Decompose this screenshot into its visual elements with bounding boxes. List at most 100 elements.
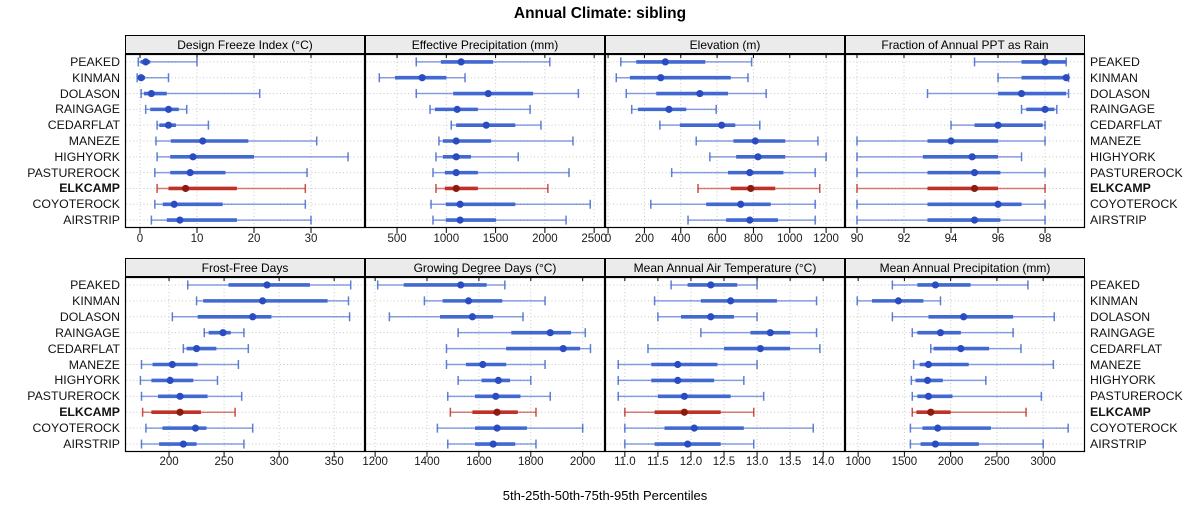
x-tick-label: 2000: [532, 233, 558, 245]
site-label-left-cedarflat: CEDARFLAT: [47, 341, 120, 356]
x-tick-label: 96: [991, 233, 1005, 245]
x-tick-label: 2500: [581, 233, 607, 245]
x-tick-label: 1400: [414, 456, 440, 468]
whisker-dolason: [171, 312, 351, 322]
whisker-raingage: [700, 328, 818, 338]
whisker-cedarflat: [450, 120, 542, 130]
whisker-pasturerock: [911, 391, 1043, 401]
whisker-coyoterock: [909, 423, 1069, 433]
whisker-raingage: [630, 104, 717, 114]
site-label-left-airstrip: AIRSTRIP: [63, 437, 120, 452]
site-label-right-highyork: HIGHYORK: [1090, 149, 1156, 164]
x-tick-label: 2000: [569, 456, 596, 468]
site-label-left-peaked: PEAKED: [70, 277, 120, 292]
panel-title: Fraction of Annual PPT as Rain: [881, 37, 1049, 52]
whisker-coyoterock: [154, 199, 307, 209]
whisker-highyork: [457, 375, 532, 385]
panel-canvas: [364, 276, 606, 457]
whisker-kinman: [195, 296, 350, 306]
whisker-highyork: [617, 375, 745, 385]
whisker-raingage: [429, 104, 531, 114]
x-axis-caption: 5th-25th-50th-75th-95th Percentiles: [502, 488, 708, 503]
whisker-coyoterock: [624, 423, 815, 433]
site-label-right-highyork: HIGHYORK: [1090, 373, 1156, 388]
whisker-dolason: [891, 312, 1056, 322]
x-tick-label: 13.0: [745, 456, 769, 468]
whisker-pasturerock: [670, 168, 816, 178]
panel-strip: Mean Annual Air Temperature (°C): [605, 258, 845, 277]
site-label-right-cedarflat: CEDARFLAT: [1090, 118, 1163, 133]
site-label-left-elkcamp: ELKCAMP: [59, 181, 120, 196]
x-tick-label: 800: [743, 233, 764, 245]
site-label-left-dolason: DOLASON: [59, 86, 120, 101]
panel-strip: Design Freeze Index (°C): [125, 35, 365, 54]
whisker-coyoterock: [856, 199, 1046, 209]
x-tick-label: 0: [604, 233, 612, 245]
site-label-right-kinman: KINMAN: [1090, 293, 1138, 308]
site-label-left-dolason: DOLASON: [59, 309, 120, 324]
site-label-right-coyoterock: COYOTEROCK: [1090, 197, 1178, 212]
whisker-highyork: [910, 375, 987, 385]
panel-title: Elevation (m): [689, 37, 761, 52]
whisker-kinman: [136, 73, 170, 83]
whisker-dolason: [657, 312, 758, 322]
x-tick-label: 20: [247, 233, 261, 245]
whisker-pasturerock: [856, 168, 1046, 178]
site-label-right-coyoterock: COYOTEROCK: [1090, 421, 1178, 436]
whisker-airstrip: [856, 215, 1046, 225]
site-label-left-cedarflat: CEDARFLAT: [47, 118, 120, 133]
x-tick-label: 3000: [1030, 456, 1056, 468]
whisker-cedarflat: [659, 120, 761, 130]
x-tick-label: 98: [1038, 233, 1052, 245]
whisker-highyork: [856, 152, 1023, 162]
site-label-right-elkcamp: ELKCAMP: [1090, 181, 1151, 196]
x-tick-label: 12.5: [712, 456, 736, 468]
whisker-coyoterock: [430, 199, 591, 209]
panel-title: Mean Annual Air Temperature (°C): [633, 260, 817, 275]
whisker-elkcamp: [911, 407, 1027, 417]
panel-title: Frost-Free Days: [201, 260, 289, 275]
whisker-raingage: [457, 328, 587, 338]
whisker-peaked: [376, 280, 506, 290]
x-tick-label: 1000: [845, 456, 871, 468]
x-tick-label: 1600: [466, 456, 492, 468]
whisker-maneze: [695, 136, 819, 146]
site-label-right-maneze: MANEZE: [1090, 357, 1142, 372]
whisker-pasturerock: [432, 168, 570, 178]
whisker-airstrip: [909, 439, 1044, 449]
site-label-left-maneze: MANEZE: [68, 357, 120, 372]
site-label-right-raingage: RAINGAGE: [1090, 325, 1155, 340]
x-tick-label: 13.5: [778, 456, 802, 468]
whisker-dolason: [625, 89, 767, 99]
whisker-elkcamp: [856, 183, 1046, 193]
whisker-pasturerock: [140, 391, 243, 401]
whisker-raingage: [1020, 104, 1058, 114]
whisker-maneze: [445, 360, 546, 369]
x-tick-label: 1500: [482, 233, 509, 245]
site-label-left-kinman: KINMAN: [72, 293, 120, 308]
whisker-kinman: [856, 296, 942, 306]
panel-canvas: [364, 53, 606, 233]
panel-canvas: [124, 53, 366, 233]
site-label-left-highyork: HIGHYORK: [54, 149, 120, 164]
whisker-highyork: [709, 152, 827, 162]
x-tick-label: 2000: [937, 456, 964, 468]
x-tick-label: 0: [136, 233, 144, 245]
whisker-dolason: [140, 89, 261, 99]
whisker-peaked: [187, 280, 352, 290]
x-tick-label: 1800: [517, 456, 544, 468]
whisker-pasturerock: [447, 391, 552, 401]
site-label-left-elkcamp: ELKCAMP: [59, 405, 120, 420]
x-tick-label: 1200: [362, 456, 388, 468]
x-tick-label: 14.0: [811, 456, 835, 468]
panel-canvas: [604, 53, 846, 233]
x-tick-label: 2500: [984, 456, 1010, 468]
site-label-left-raingage: RAINGAGE: [55, 102, 120, 117]
panel-strip: Mean Annual Precipitation (mm): [845, 258, 1085, 277]
site-label-left-airstrip: AIRSTRIP: [63, 213, 120, 228]
site-label-left-raingage: RAINGAGE: [55, 325, 120, 340]
x-tick-label: 200: [159, 456, 179, 468]
x-tick-label: 200: [634, 233, 655, 245]
panel-canvas: [604, 276, 846, 457]
whisker-dolason: [415, 89, 580, 99]
